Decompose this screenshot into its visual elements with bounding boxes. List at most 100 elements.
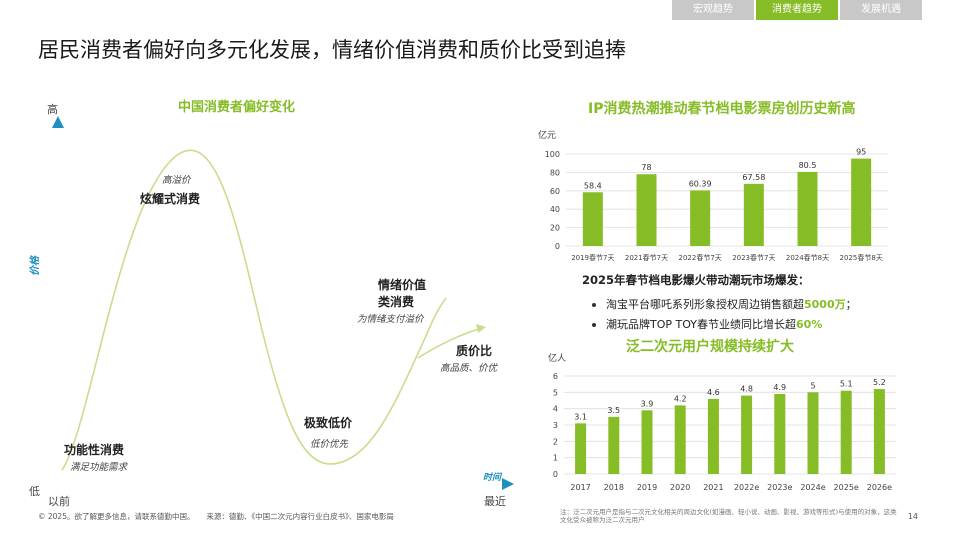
y-axis-low: 低	[29, 485, 40, 498]
footer-copyright: © 2025。欲了解更多信息，请联系德勤中国。 来源：德勤、《中国二次元内容行业…	[38, 512, 394, 521]
section-tabs: 宏观趋势 消费者趋势 发展机遇	[672, 0, 922, 20]
stage-emotional-label-2: 类消费	[378, 295, 415, 309]
tab-macro-trends[interactable]: 宏观趋势	[672, 0, 754, 20]
preference-curve-line	[61, 149, 447, 471]
stage-conspicuous-label: 炫耀式消费	[140, 192, 201, 206]
box-office-title: IP消费热潮推动春节档电影票房创历史新高	[588, 101, 856, 117]
x-tick-label: 2026e	[867, 483, 892, 492]
bullet-dot	[592, 303, 596, 307]
stage-functional-label: 功能性消费	[64, 443, 125, 457]
bar	[741, 395, 753, 474]
bar	[807, 392, 819, 474]
bar	[582, 192, 603, 246]
data-label: 5	[810, 381, 815, 390]
bar	[797, 171, 818, 246]
x-tick-label: 2024e	[800, 483, 825, 492]
market-bullet-2: 潮玩品牌TOP TOY春节业绩同比增长超60%	[592, 316, 822, 332]
y-tick-label: 60	[550, 187, 560, 196]
y-tick-label: 20	[550, 224, 560, 233]
y-tick-label: 80	[550, 168, 560, 177]
x-tick-label: 2019春节7天	[571, 253, 614, 262]
data-label: 5.2	[873, 378, 886, 387]
bar	[575, 423, 587, 474]
box-office-unit: 亿元	[538, 131, 557, 141]
x-tick-label: 2019	[637, 483, 657, 492]
y-tick-label: 100	[545, 150, 560, 159]
market-heading: 2025年春节档电影爆火带动潮玩市场爆发：	[582, 273, 810, 287]
acg-title: 泛二次元用户规模持续扩大	[626, 339, 794, 355]
bullet-dot	[592, 323, 596, 327]
bar	[690, 190, 711, 246]
x-tick-label: 2020	[670, 483, 690, 492]
stage-functional-sub: 满足功能需求	[70, 462, 128, 473]
x-tick-label: 2022e	[734, 483, 759, 492]
x-tick-label: 2025e	[834, 483, 859, 492]
x-axis-arrowhead	[502, 478, 514, 490]
x-tick-label: 2023春节7天	[732, 253, 775, 262]
acg-unit: 亿人	[548, 354, 567, 364]
data-label: 3.1	[574, 412, 587, 421]
stage-low-price-label: 极致低价	[304, 416, 353, 430]
x-axis-label: 时间	[483, 472, 503, 483]
bar	[840, 390, 852, 474]
footer-source: 来源：德勤、《中国二次元内容行业白皮书》、国家电影局	[206, 512, 394, 521]
y-tick-label: 6	[553, 372, 558, 381]
y-axis-arrowhead	[52, 116, 64, 128]
data-label: 4.2	[674, 394, 687, 403]
x-tick-label: 2021春节7天	[625, 253, 668, 262]
data-label: 5.1	[840, 380, 853, 389]
data-label: 58.4	[584, 181, 602, 190]
data-label: 60.39	[689, 179, 712, 188]
y-tick-label: 3	[553, 421, 558, 430]
y-tick-label: 40	[550, 205, 560, 214]
x-axis-end: 最近	[484, 495, 506, 508]
y-tick-label: 0	[553, 470, 558, 479]
data-label: 4.9	[773, 383, 786, 392]
bar	[774, 393, 786, 474]
stage-low-price-sub: 低价优先	[310, 439, 349, 450]
y-tick-label: 1	[553, 454, 558, 463]
x-tick-label: 2023e	[767, 483, 792, 492]
y-tick-label: 4	[553, 405, 558, 414]
bar	[641, 410, 653, 474]
tab-opportunities[interactable]: 发展机遇	[840, 0, 922, 20]
bar	[636, 174, 657, 246]
market-bullet-1: 淘宝平台哪吒系列形象授权周边销售额超5000万；	[592, 296, 857, 312]
y-tick-label: 2	[553, 437, 558, 446]
bar	[743, 183, 764, 246]
y-tick-label: 0	[555, 242, 560, 251]
stage-value-sub: 高品质、价优	[440, 363, 498, 374]
data-label: 3.5	[607, 406, 620, 415]
data-label: 4.6	[707, 388, 720, 397]
x-tick-label: 2022春节7天	[679, 253, 722, 262]
acg-users-bar-chart: 0 1 2 3 4 5 6 3.1 2017 3.5 2018 3.9 2019 4.2 2020 4.6 20…	[553, 372, 896, 492]
stage-value-label: 质价比	[456, 344, 493, 358]
tab-consumer-trends[interactable]: 消费者趋势	[756, 0, 838, 20]
bar	[873, 389, 885, 474]
page-number: 14	[907, 512, 918, 521]
x-tick-label: 2024春节8天	[786, 253, 829, 262]
stage-conspicuous-sub: 高溢价	[162, 175, 191, 186]
x-tick-label: 2025春节8天	[840, 253, 883, 262]
x-tick-label: 2017	[570, 483, 590, 492]
y-axis-label: 价格	[29, 255, 41, 276]
page-title: 居民消费者偏好向多元化发展，情绪价值消费和质价比受到追捧	[38, 38, 626, 62]
data-label: 80.5	[799, 161, 817, 170]
stage-emotional-sub: 为情绪支付溢价	[357, 314, 424, 325]
curve-title: 中国消费者偏好变化	[178, 100, 296, 115]
bar	[851, 158, 872, 246]
data-label: 67.58	[742, 173, 765, 182]
x-axis-start: 以前	[48, 495, 70, 508]
data-label: 4.8	[740, 385, 753, 394]
price-value-branch-line	[417, 327, 483, 359]
bar	[707, 398, 719, 474]
y-axis-high: 高	[47, 103, 58, 116]
price-value-arrowhead	[476, 324, 486, 333]
x-tick-label: 2018	[604, 483, 624, 492]
data-label: 78	[641, 163, 651, 172]
stage-emotional-label-1: 情绪价值	[378, 278, 427, 292]
y-tick-label: 5	[553, 388, 558, 397]
data-label: 3.9	[641, 399, 654, 408]
footer-note: 注：泛二次元用户是指与二次元文化相关的周边文化(如漫画、轻小说、动画、影视、游戏…	[560, 508, 897, 525]
